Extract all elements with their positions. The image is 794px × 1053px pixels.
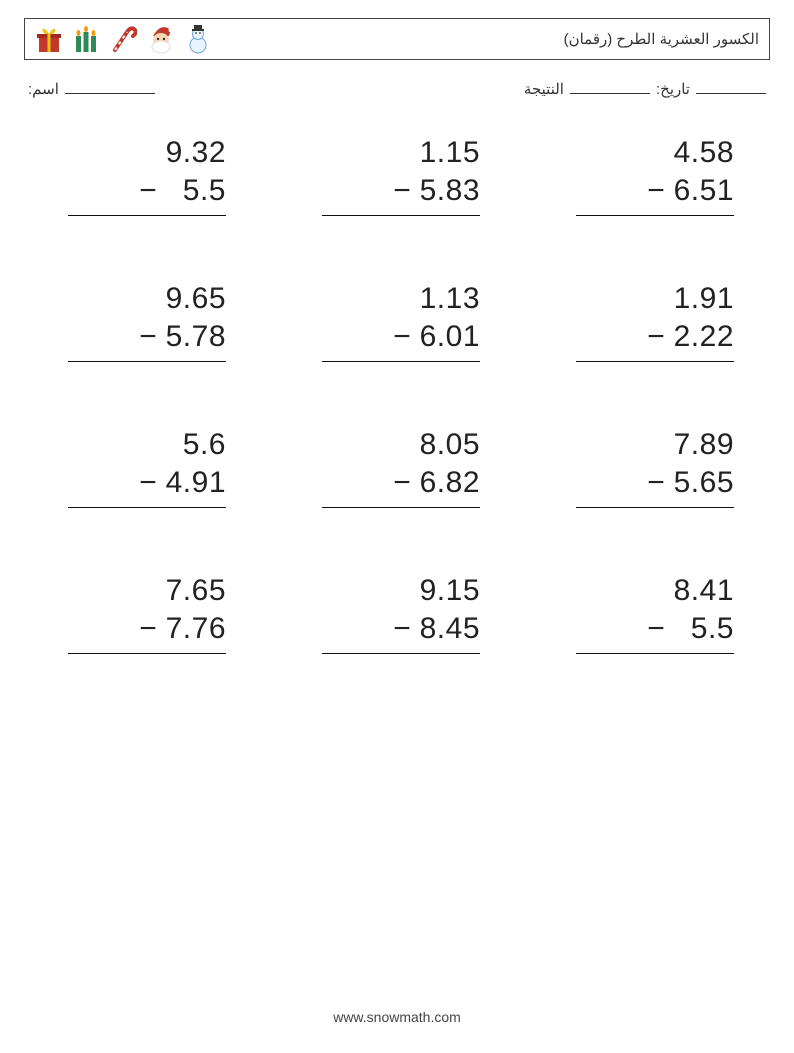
subtrahend: 5.78 bbox=[151, 318, 226, 356]
problem-rule bbox=[576, 653, 734, 654]
problem-rule bbox=[68, 361, 226, 362]
score-label: النتيجة bbox=[524, 80, 564, 98]
snowman-icon bbox=[185, 24, 211, 54]
santa-icon bbox=[147, 24, 175, 54]
subtraction-problem: 1.91−2.22 bbox=[576, 280, 734, 362]
gift-icon bbox=[35, 24, 63, 54]
worksheet-page: (الكسور العشرية الطرح (رقمان :اسم النتيج… bbox=[0, 0, 794, 1053]
subtraction-problem: 1.13−6.01 bbox=[322, 280, 480, 362]
subtrahend: 4.91 bbox=[151, 464, 226, 502]
minuend: 4.58 bbox=[659, 134, 734, 172]
minuend: 1.91 bbox=[659, 280, 734, 318]
minuend: 7.89 bbox=[659, 426, 734, 464]
problem-rule bbox=[322, 507, 480, 508]
meta-row: :اسم النتيجة :تاريخ bbox=[24, 78, 770, 98]
subtrahend: 6.51 bbox=[659, 172, 734, 210]
minuend: 7.65 bbox=[151, 572, 226, 610]
problem-rule bbox=[68, 653, 226, 654]
minuend: 1.15 bbox=[405, 134, 480, 172]
minuend: 9.15 bbox=[405, 572, 480, 610]
subtraction-problem: 9.65−5.78 bbox=[68, 280, 226, 362]
subtraction-problem: 5.6−4.91 bbox=[68, 426, 226, 508]
problem-rule bbox=[576, 215, 734, 216]
subtrahend: 2.22 bbox=[659, 318, 734, 356]
problem-rule bbox=[322, 361, 480, 362]
header-box: (الكسور العشرية الطرح (رقمان bbox=[24, 18, 770, 60]
worksheet-title: (الكسور العشرية الطرح (رقمان bbox=[564, 30, 759, 48]
name-label: :اسم bbox=[28, 80, 59, 98]
subtrahend: 6.82 bbox=[405, 464, 480, 502]
minuend: 1.13 bbox=[405, 280, 480, 318]
subtraction-problem: 4.58−6.51 bbox=[576, 134, 734, 216]
subtrahend: 5.83 bbox=[405, 172, 480, 210]
subtrahend: 5.65 bbox=[659, 464, 734, 502]
subtraction-problem: 9.15−8.45 bbox=[322, 572, 480, 654]
problem-rule bbox=[576, 361, 734, 362]
subtraction-problem: 8.41−5.5 bbox=[576, 572, 734, 654]
candy-cane-icon bbox=[109, 24, 137, 54]
problem-rule bbox=[322, 653, 480, 654]
subtraction-problem: 8.05−6.82 bbox=[322, 426, 480, 508]
subtraction-problem: 7.89−5.65 bbox=[576, 426, 734, 508]
subtrahend: 6.01 bbox=[405, 318, 480, 356]
name-blank bbox=[65, 78, 155, 94]
date-label: :تاريخ bbox=[656, 80, 690, 98]
subtraction-problem: 7.65−7.76 bbox=[68, 572, 226, 654]
problems-grid: 9.32−5.5 1.15−5.83 4.58−6.51 9.65−5.78 1.13−… bbox=[24, 134, 770, 654]
subtrahend: 5.5 bbox=[151, 172, 226, 210]
minuend: 8.41 bbox=[659, 572, 734, 610]
subtraction-problem: 9.32−5.5 bbox=[68, 134, 226, 216]
name-field: :اسم bbox=[28, 78, 155, 98]
problem-rule bbox=[68, 507, 226, 508]
minuend: 5.6 bbox=[151, 426, 226, 464]
subtrahend: 5.5 bbox=[659, 610, 734, 648]
problem-rule bbox=[68, 215, 226, 216]
score-blank bbox=[570, 78, 650, 94]
subtrahend: 8.45 bbox=[405, 610, 480, 648]
problem-rule bbox=[576, 507, 734, 508]
subtraction-problem: 1.15−5.83 bbox=[322, 134, 480, 216]
minuend: 8.05 bbox=[405, 426, 480, 464]
candles-icon bbox=[73, 24, 99, 54]
date-blank bbox=[696, 78, 766, 94]
footer-url: www.snowmath.com bbox=[0, 1009, 794, 1025]
minuend: 9.32 bbox=[151, 134, 226, 172]
subtrahend: 7.76 bbox=[151, 610, 226, 648]
minuend: 9.65 bbox=[151, 280, 226, 318]
problem-rule bbox=[322, 215, 480, 216]
header-icons bbox=[35, 24, 211, 54]
